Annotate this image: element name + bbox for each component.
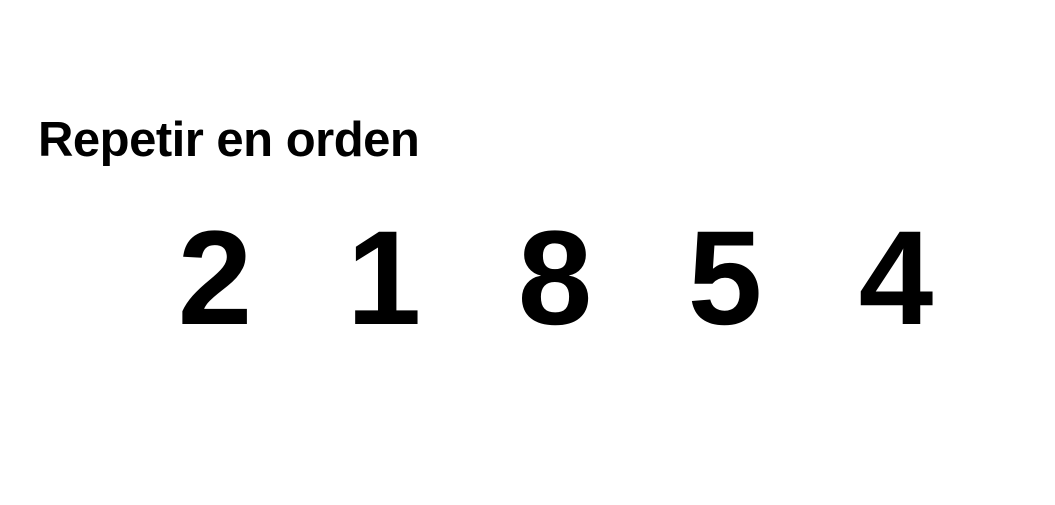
- sequence-digit-2: 1: [346, 204, 422, 353]
- sequence-digit-3: 8: [517, 204, 593, 353]
- instruction-heading: Repetir en orden: [38, 113, 420, 167]
- sequence-digit-4: 5: [687, 204, 763, 353]
- digit-sequence: 2 1 8 5 4: [0, 204, 1055, 353]
- sequence-digit-1: 2: [177, 204, 253, 353]
- sequence-digit-5: 4: [858, 204, 934, 353]
